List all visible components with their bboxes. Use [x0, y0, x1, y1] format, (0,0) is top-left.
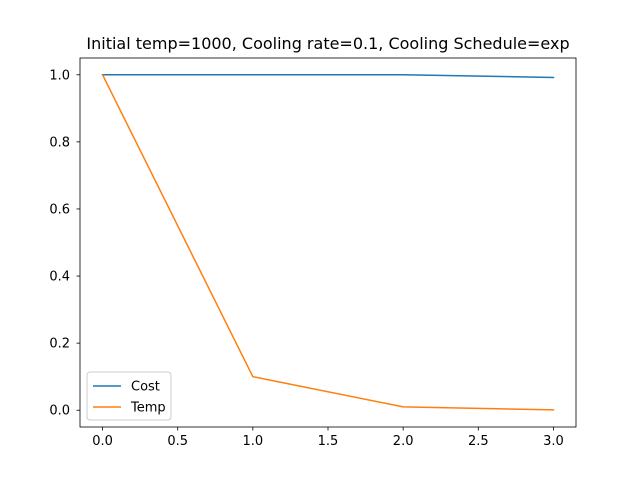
y-tick-label: 0.6 [49, 202, 70, 217]
x-tick-label: 1.0 [243, 434, 264, 449]
x-tick-label: 1.5 [318, 434, 339, 449]
x-tick-label: 2.5 [468, 434, 489, 449]
legend-label-temp: Temp [130, 401, 166, 416]
series-line-cost [101, 74, 555, 79]
legend-box [86, 371, 172, 421]
series-line-temp [101, 73, 555, 411]
y-tick-label: 0.0 [49, 404, 70, 419]
x-tick-label: 3.0 [543, 434, 564, 449]
y-tick-label: 1.0 [49, 68, 70, 83]
chart-title: Initial temp=1000, Cooling rate=0.1, Coo… [86, 34, 569, 53]
y-tick-label: 0.2 [49, 337, 70, 352]
x-tick-label: 0.0 [92, 434, 113, 449]
x-axis: 0.0 0.5 1.0 1.5 2.0 2.5 3.0 [92, 427, 564, 449]
y-axis: 0.0 0.2 0.4 0.6 0.8 1.0 [49, 68, 80, 419]
legend: Cost Temp [86, 371, 172, 421]
x-tick-label: 0.5 [167, 434, 188, 449]
x-tick-label: 2.0 [393, 434, 414, 449]
y-tick-label: 0.4 [49, 270, 70, 285]
legend-label-cost: Cost [131, 380, 160, 395]
y-tick-label: 0.8 [49, 135, 70, 150]
